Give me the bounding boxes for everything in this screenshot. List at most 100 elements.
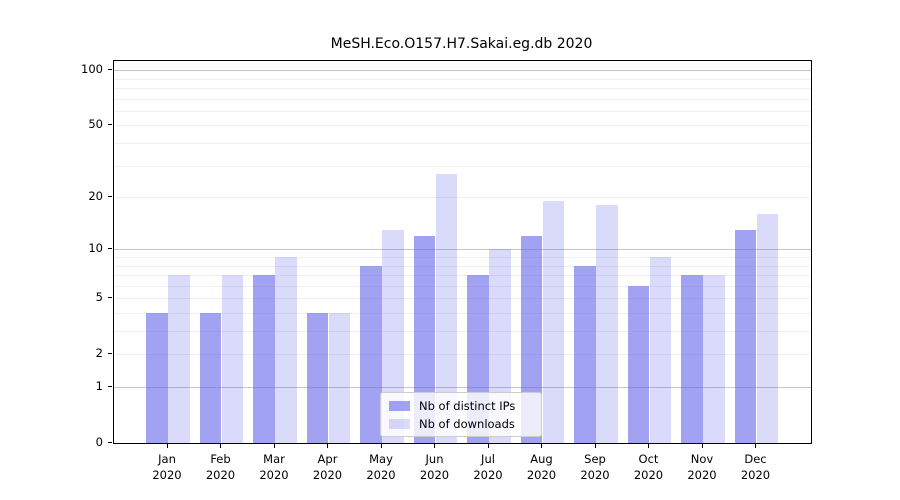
gridline-major xyxy=(114,387,811,388)
gridline-minor xyxy=(114,331,811,333)
bar-ips-jun xyxy=(413,235,436,443)
gridline-minor xyxy=(114,88,811,90)
gridline-minor xyxy=(114,98,811,100)
x-tick-month: Jan xyxy=(158,452,176,466)
x-tick-year: 2020 xyxy=(687,468,717,482)
legend-item-downloads: Nb of downloads xyxy=(389,416,533,432)
x-tick xyxy=(166,443,168,448)
x-tick-label-jul: Jul 2020 xyxy=(456,451,520,483)
bar-ips-jan xyxy=(146,313,168,443)
gridline-minor xyxy=(114,165,811,167)
x-tick-month: Jun xyxy=(425,452,444,466)
bar-downloads-aug xyxy=(542,201,565,443)
gridline-minor xyxy=(114,265,811,267)
y-tick xyxy=(108,352,112,355)
y-tick-label: 5 xyxy=(95,290,103,305)
x-tick-year: 2020 xyxy=(473,468,503,482)
legend-label-distinct-ips: Nb of distinct IPs xyxy=(419,399,516,413)
bar-downloads-sep xyxy=(596,205,618,443)
x-tick-year: 2020 xyxy=(526,468,557,482)
gridline-minor xyxy=(114,275,811,277)
y-tick xyxy=(108,195,112,197)
x-tick-label-jun: Jun 2020 xyxy=(403,451,467,483)
y-tick xyxy=(108,385,112,387)
x-tick-year: 2020 xyxy=(633,468,664,482)
x-tick-label-may: May 2020 xyxy=(349,451,413,483)
gridline-minor xyxy=(114,257,811,258)
gridline-minor xyxy=(114,78,811,80)
x-tick-label-oct: Oct 2020 xyxy=(617,451,681,483)
bar-ips-mar xyxy=(253,275,275,443)
y-tick xyxy=(108,123,112,126)
x-tick-year: 2020 xyxy=(312,468,343,482)
y-tick-label: 20 xyxy=(88,189,103,204)
x-tick-month: Mar xyxy=(263,452,285,466)
gridline-minor xyxy=(114,143,811,145)
legend-label-downloads: Nb of downloads xyxy=(419,417,515,431)
bar-ips-sep xyxy=(574,265,596,443)
x-tick-year: 2020 xyxy=(205,468,236,482)
gridline-major xyxy=(114,70,811,72)
bar-ips-nov xyxy=(681,275,703,443)
y-tick xyxy=(108,296,112,299)
gridline-minor xyxy=(114,110,811,112)
bar-downloads-feb xyxy=(221,275,244,443)
y-tick-label: 1 xyxy=(95,379,103,393)
x-tick xyxy=(594,443,596,448)
bar-ips-dec xyxy=(734,229,757,443)
legend-item-distinct-ips: Nb of distinct IPs xyxy=(389,398,533,414)
plot-area: Nb of distinct IPs Nb of downloads xyxy=(113,60,812,444)
x-tick-month: Apr xyxy=(317,452,338,466)
gridline-minor xyxy=(114,125,811,127)
y-tick-label: 10 xyxy=(88,241,103,256)
bar-ips-apr xyxy=(306,313,329,443)
y-tick xyxy=(108,441,112,443)
bar-ips-oct xyxy=(627,285,650,443)
bar-downloads-may xyxy=(382,229,404,443)
y-tick-label: 50 xyxy=(88,117,103,132)
bar-downloads-dec xyxy=(756,214,779,443)
x-tick-label-dec: Dec 2020 xyxy=(724,451,788,483)
bar-downloads-oct xyxy=(649,257,672,443)
x-tick-year: 2020 xyxy=(740,468,771,482)
x-tick-label-mar: Mar 2020 xyxy=(242,451,306,483)
legend-swatch-downloads xyxy=(389,419,410,429)
x-tick xyxy=(541,443,543,448)
x-tick xyxy=(701,443,703,448)
bar-downloads-mar xyxy=(275,257,297,443)
gridline-minor xyxy=(114,298,811,300)
bar-downloads-nov xyxy=(703,275,725,443)
x-tick-month: May xyxy=(369,452,393,466)
gridline-minor xyxy=(114,285,811,287)
x-tick-year: 2020 xyxy=(419,468,450,482)
x-tick-label-apr: Apr 2020 xyxy=(296,451,360,483)
y-tick-label: 2 xyxy=(95,346,103,361)
x-tick-label-jan: Jan 2020 xyxy=(135,451,199,483)
x-tick-label-nov: Nov 2020 xyxy=(670,451,734,483)
bar-downloads-jun xyxy=(435,173,458,443)
legend: Nb of distinct IPs Nb of downloads xyxy=(380,392,542,437)
x-tick-month: Oct xyxy=(638,452,659,466)
x-tick xyxy=(755,443,757,448)
bar-ips-may xyxy=(360,265,382,443)
x-tick-year: 2020 xyxy=(152,468,182,482)
x-tick xyxy=(487,443,489,448)
x-tick-month: Aug xyxy=(530,452,553,466)
x-tick-year: 2020 xyxy=(366,468,396,482)
gridline-minor xyxy=(114,197,811,199)
gridline-major xyxy=(114,249,811,251)
gridline-minor xyxy=(114,354,811,356)
x-tick-month: Sep xyxy=(584,452,606,466)
y-tick-label: 0 xyxy=(95,435,103,449)
x-tick xyxy=(220,443,222,448)
x-tick-month: Feb xyxy=(210,452,231,466)
x-tick-month: Dec xyxy=(744,452,767,466)
x-tick-label-sep: Sep 2020 xyxy=(563,451,627,483)
x-tick xyxy=(327,443,329,448)
x-tick-label-feb: Feb 2020 xyxy=(189,451,253,483)
y-tick-label: 100 xyxy=(81,62,103,77)
x-tick-label-aug: Aug 2020 xyxy=(510,451,574,483)
x-tick-month: Nov xyxy=(690,452,714,466)
legend-swatch-distinct-ips xyxy=(389,401,410,411)
